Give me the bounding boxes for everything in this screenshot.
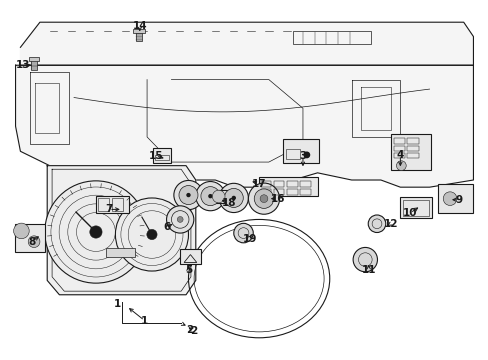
Text: 15: 15 xyxy=(148,150,163,161)
Circle shape xyxy=(231,196,236,200)
Text: 14: 14 xyxy=(132,21,147,31)
Bar xyxy=(283,139,318,163)
Bar xyxy=(260,189,271,195)
Text: 11: 11 xyxy=(361,265,375,275)
Circle shape xyxy=(233,223,253,243)
Polygon shape xyxy=(20,22,472,65)
Circle shape xyxy=(254,189,273,208)
Bar xyxy=(393,138,405,144)
Text: 9: 9 xyxy=(454,195,462,205)
Text: 1: 1 xyxy=(141,316,148,325)
Circle shape xyxy=(224,188,243,207)
Circle shape xyxy=(115,198,188,271)
Circle shape xyxy=(212,190,224,203)
Bar xyxy=(273,181,284,187)
Bar xyxy=(407,145,418,151)
Bar xyxy=(29,57,39,61)
Circle shape xyxy=(177,216,183,222)
Circle shape xyxy=(367,215,385,233)
Text: 4: 4 xyxy=(396,150,403,160)
Polygon shape xyxy=(47,166,195,295)
Text: 8: 8 xyxy=(28,237,35,247)
Circle shape xyxy=(146,229,157,240)
Bar xyxy=(400,197,431,218)
Circle shape xyxy=(352,247,377,272)
Circle shape xyxy=(90,226,102,238)
Bar xyxy=(393,153,405,158)
Bar xyxy=(393,145,405,151)
Text: 18: 18 xyxy=(221,198,236,208)
Bar xyxy=(31,59,37,69)
Bar xyxy=(96,196,129,213)
Text: 6: 6 xyxy=(163,222,170,231)
Circle shape xyxy=(45,181,147,283)
Circle shape xyxy=(248,183,279,214)
Bar xyxy=(209,190,227,203)
Bar xyxy=(155,154,169,160)
Text: 13: 13 xyxy=(16,60,30,70)
Bar xyxy=(300,181,310,187)
Text: 19: 19 xyxy=(243,234,257,244)
Text: 2: 2 xyxy=(186,325,193,335)
Bar xyxy=(407,153,418,158)
Circle shape xyxy=(166,206,193,233)
Circle shape xyxy=(195,181,224,211)
Bar xyxy=(260,181,271,187)
Circle shape xyxy=(260,195,267,203)
Text: 12: 12 xyxy=(383,219,397,229)
Bar xyxy=(285,149,299,159)
Bar xyxy=(15,224,45,252)
Bar xyxy=(112,198,122,211)
Circle shape xyxy=(174,180,203,210)
Circle shape xyxy=(179,185,198,204)
Text: 10: 10 xyxy=(402,208,417,218)
Bar xyxy=(136,32,142,41)
Bar xyxy=(293,31,370,44)
Text: 3: 3 xyxy=(299,150,306,161)
Bar xyxy=(105,248,135,257)
Bar xyxy=(358,256,371,263)
Circle shape xyxy=(14,223,29,239)
Circle shape xyxy=(201,186,220,206)
Polygon shape xyxy=(16,65,472,187)
Text: 16: 16 xyxy=(270,194,285,204)
Text: 7: 7 xyxy=(105,204,113,215)
Circle shape xyxy=(208,194,212,198)
Text: 5: 5 xyxy=(184,265,192,275)
Bar xyxy=(180,249,200,264)
Bar xyxy=(259,177,317,196)
Circle shape xyxy=(442,192,456,206)
Circle shape xyxy=(303,152,309,158)
Text: 17: 17 xyxy=(251,179,266,189)
Bar xyxy=(133,30,145,33)
Text: 1: 1 xyxy=(114,299,121,309)
Bar xyxy=(153,148,171,163)
Circle shape xyxy=(28,236,40,248)
Circle shape xyxy=(186,193,190,197)
Bar xyxy=(273,189,284,195)
Bar xyxy=(286,189,297,195)
Bar xyxy=(407,138,418,144)
Circle shape xyxy=(219,183,248,212)
Text: 2: 2 xyxy=(189,325,197,336)
Bar xyxy=(390,134,430,170)
Bar xyxy=(403,201,428,216)
Bar xyxy=(437,184,472,213)
Bar xyxy=(98,198,109,211)
Bar xyxy=(286,181,297,187)
Bar xyxy=(300,189,310,195)
Circle shape xyxy=(396,161,406,171)
